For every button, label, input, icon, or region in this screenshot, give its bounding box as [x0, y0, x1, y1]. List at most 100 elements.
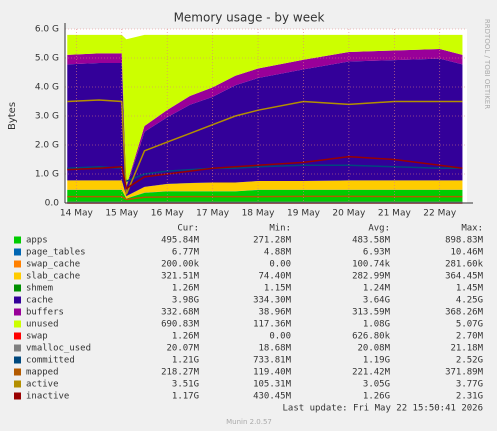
legend-label: swap_cache: [26, 260, 80, 270]
legend-value: 332.68M: [161, 308, 200, 318]
last-update: Last update: Fri May 22 15:50:41 2026: [283, 404, 483, 414]
legend-value: 430.45M: [253, 392, 292, 402]
legend-value: 1.15M: [264, 284, 292, 294]
legend-value: 3.98G: [172, 296, 199, 306]
legend-value: 483.58M: [352, 236, 391, 246]
legend-value: 282.99M: [352, 272, 391, 282]
legend-value: 0.00: [269, 332, 291, 342]
x-tick-label: 14 May: [60, 209, 94, 219]
x-tick-label: 18 May: [242, 209, 276, 219]
legend-swatch: [14, 356, 21, 364]
legend-swatch: [14, 236, 21, 244]
x-tick-label: 16 May: [151, 209, 185, 219]
y-tick-label: 0.0: [45, 199, 60, 209]
legend-swatch: [14, 392, 21, 400]
legend-label: vmalloc_used: [26, 344, 91, 354]
legend-swatch: [14, 260, 21, 268]
legend-value: 10.46M: [450, 248, 483, 258]
legend-swatch: [14, 296, 21, 304]
legend-label: shmem: [26, 284, 53, 294]
legend-value: 6.77M: [172, 248, 200, 258]
legend-swatch: [14, 332, 21, 340]
y-tick-label: 6.0 G: [35, 25, 59, 35]
line: [67, 195, 463, 201]
legend-swatch: [14, 308, 21, 316]
column-header: Min:: [269, 224, 291, 234]
legend-swatch: [14, 320, 21, 328]
legend-value: 117.36M: [253, 320, 292, 330]
x-tick-label: 21 May: [378, 209, 412, 219]
legend-label: committed: [26, 356, 75, 366]
side-text: RRDTOOL / TOBI OETIKER: [483, 19, 491, 109]
y-axis-label: Bytes: [7, 102, 18, 130]
legend-label: slab_cache: [26, 272, 80, 282]
legend-value: 626.80k: [352, 332, 391, 342]
legend-swatch: [14, 284, 21, 292]
legend-value: 1.17G: [172, 392, 199, 402]
legend-value: 119.40M: [253, 368, 292, 378]
legend-value: 313.59M: [352, 308, 391, 318]
legend-value: 1.26M: [172, 332, 200, 342]
line: [67, 99, 463, 195]
legend-value: 364.45M: [445, 272, 484, 282]
legend-value: 38.96M: [258, 308, 291, 318]
legend-value: 5.07G: [456, 320, 483, 330]
column-header: Avg:: [368, 224, 390, 234]
area: [67, 49, 463, 188]
legend-label: inactive: [26, 392, 69, 402]
legend-label: apps: [26, 236, 48, 246]
legend-label: swap: [26, 332, 48, 342]
y-tick-label: 3.0 G: [35, 112, 59, 122]
legend-value: 2.52G: [456, 356, 483, 366]
area: [67, 58, 463, 197]
legend-swatch: [14, 344, 21, 352]
legend-value: 1.26G: [363, 392, 390, 402]
legend-value: 1.24M: [363, 284, 391, 294]
legend-value: 2.31G: [456, 392, 483, 402]
legend-value: 18.68M: [258, 344, 291, 354]
line: [67, 155, 463, 190]
legend-value: 21.18M: [450, 344, 483, 354]
legend-value: 334.30M: [253, 296, 292, 306]
legend-value: 3.05G: [363, 380, 390, 390]
legend-value: 20.07M: [166, 344, 199, 354]
legend-value: 281.60k: [445, 260, 484, 270]
legend-label: mapped: [26, 368, 59, 378]
legend-swatch: [14, 272, 21, 280]
legend-label: active: [26, 380, 59, 390]
x-tick-label: 20 May: [332, 209, 366, 219]
legend-value: 1.45M: [456, 284, 484, 294]
x-tick-label: 17 May: [196, 209, 230, 219]
legend-value: 1.26M: [172, 284, 200, 294]
x-tick-label: 22 May: [423, 209, 457, 219]
y-tick-label: 4.0 G: [35, 83, 59, 93]
legend-swatch: [14, 248, 21, 256]
legend-value: 3.77G: [456, 380, 483, 390]
legend-label: unused: [26, 320, 59, 330]
column-header: Cur:: [177, 224, 199, 234]
legend-value: 218.27M: [161, 368, 200, 378]
legend-label: buffers: [26, 308, 64, 318]
legend-value: 100.74k: [352, 260, 391, 270]
legend-value: 495.84M: [161, 236, 200, 246]
legend-label: cache: [26, 296, 53, 306]
legend-value: 4.25G: [456, 296, 483, 306]
legend-value: 0.00: [269, 260, 291, 270]
legend-value: 200.00k: [161, 260, 200, 270]
legend-value: 368.26M: [445, 308, 484, 318]
legend-label: page_tables: [26, 248, 86, 258]
y-tick-label: 1.0 G: [35, 170, 59, 180]
legend-value: 371.89M: [445, 368, 484, 378]
y-tick-label: 5.0 G: [35, 54, 59, 64]
area: [67, 180, 463, 199]
legend-value: 20.08M: [357, 344, 390, 354]
legend-value: 733.81M: [253, 356, 292, 366]
legend-value: 1.08G: [363, 320, 390, 330]
chart-title: Memory usage - by week: [174, 11, 325, 25]
legend-value: 321.51M: [161, 272, 200, 282]
legend-swatch: [14, 368, 21, 376]
legend-value: 1.19G: [363, 356, 390, 366]
legend-value: 690.83M: [161, 320, 200, 330]
x-tick-label: 15 May: [105, 209, 139, 219]
